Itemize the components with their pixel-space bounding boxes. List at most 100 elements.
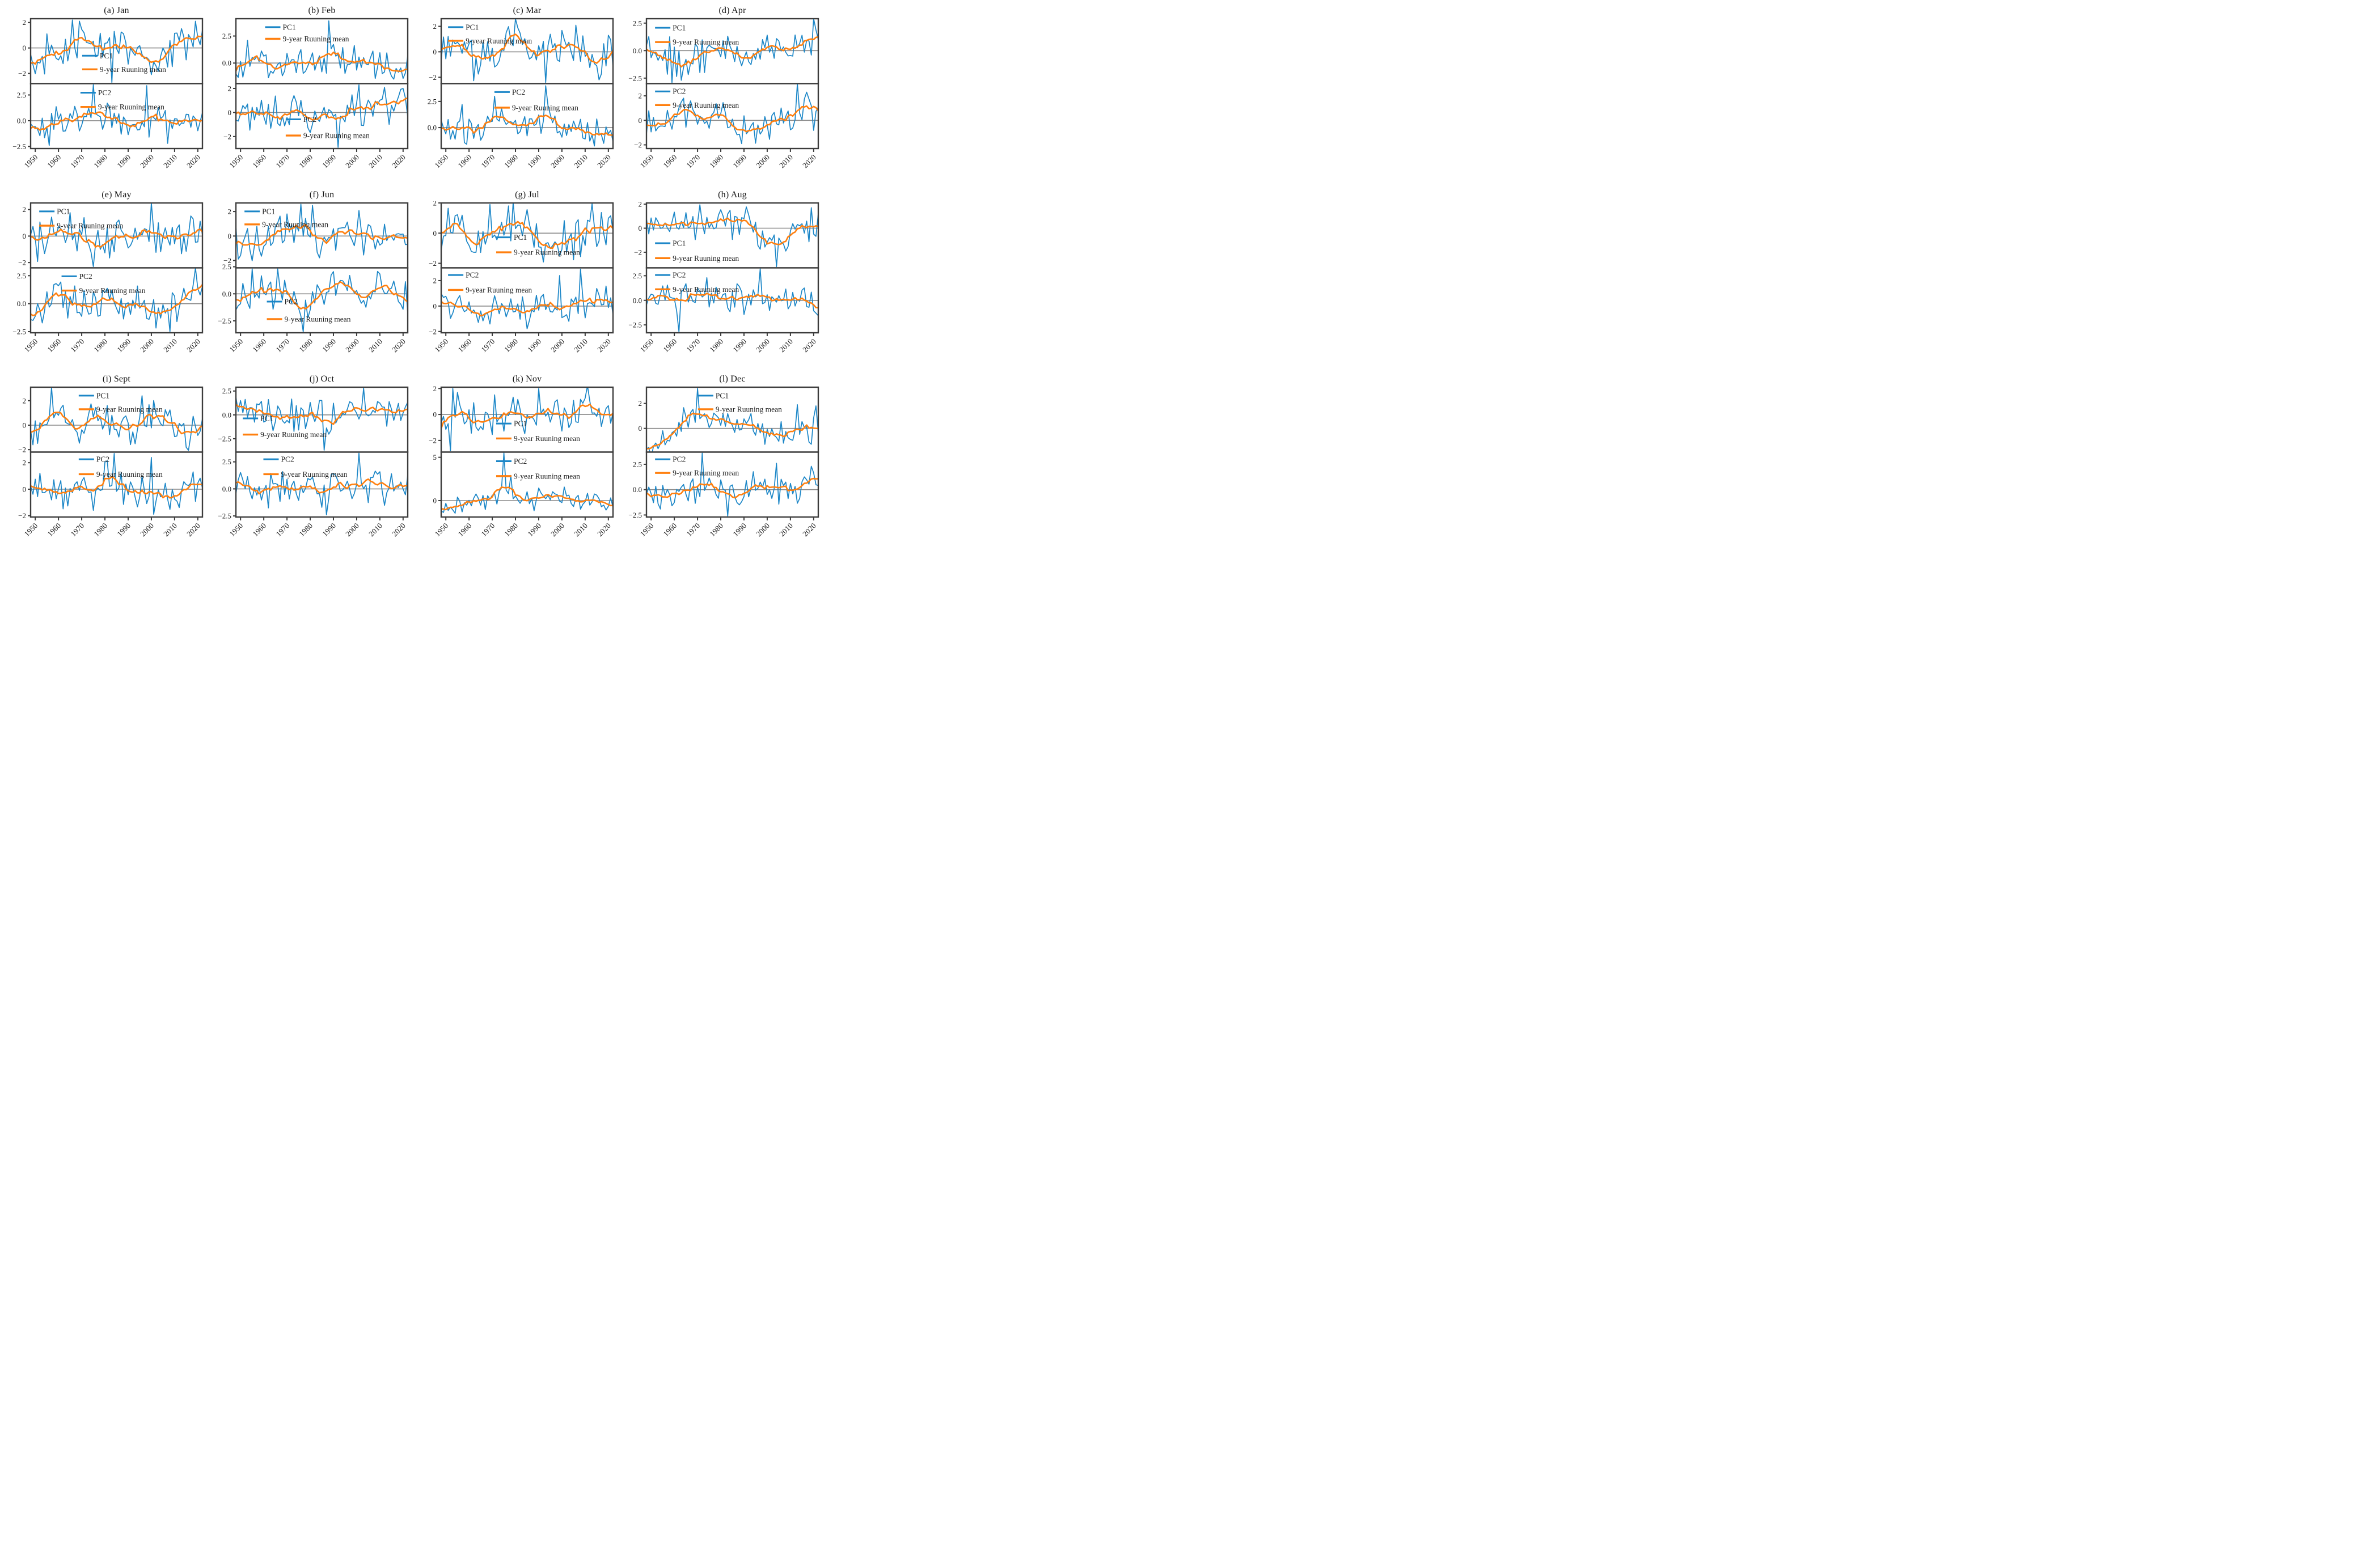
y-tick-label: 2 xyxy=(433,22,437,31)
x-tick-label: 2020 xyxy=(595,521,612,538)
y-tick-label: 0.0 xyxy=(222,410,231,419)
y-tick-label: −2.5 xyxy=(628,321,642,329)
series-pc1 xyxy=(236,204,408,261)
panel-chart: 2.5 0.0 −2.5 PC1 9-year Ruuning mean 2 0 −2 PC2 9… xyxy=(628,18,819,170)
x-tick-label: 1970 xyxy=(480,521,497,538)
legend-label: 9-year Ruuning mean xyxy=(283,35,349,43)
legend-label: PC1 xyxy=(673,24,686,32)
series-running-mean xyxy=(441,486,613,511)
series-running-mean xyxy=(31,228,202,248)
x-tick-label: 1970 xyxy=(480,152,497,170)
series-pc2 xyxy=(646,83,818,145)
x-tick-label: 2000 xyxy=(344,521,361,538)
legend-label: PC1 xyxy=(716,391,729,400)
legend-label: 9-year Ruuning mean xyxy=(96,405,163,413)
y-tick-label: −2 xyxy=(223,132,231,141)
figure-grid: (a) Jan 2 0 −2 PC1 9-year Ruuning mean 2.5 0.0 −… xyxy=(0,0,827,560)
x-tick-label: 2000 xyxy=(344,152,361,170)
series-running-mean xyxy=(646,477,818,499)
subplot-pc2: 2 0 −2 PC2 9-year Ruuning mean 1950 1960 1970 19… xyxy=(18,451,204,538)
x-tick-label: 2000 xyxy=(138,337,155,354)
panel-title: (c) Mar xyxy=(513,6,542,15)
panel-b: (b) Feb 2.5 0.0 PC1 9-year Ruuning mean 2 0 −2 P… xyxy=(212,6,409,185)
y-tick-label: −2.5 xyxy=(218,434,231,443)
series-pc1 xyxy=(236,387,408,451)
y-tick-label: −2 xyxy=(18,511,26,520)
legend-label: 9-year Ruuning mean xyxy=(673,101,739,109)
x-tick-label: 1950 xyxy=(639,521,656,538)
x-tick-label: 1970 xyxy=(685,521,702,538)
legend-label: 9-year Ruuning mean xyxy=(673,469,739,477)
legend-label: 9-year Ruuning mean xyxy=(514,248,580,257)
x-tick-label: 1990 xyxy=(526,152,543,170)
axes-frame xyxy=(645,451,819,518)
x-tick-label: 2020 xyxy=(801,337,818,354)
y-tick-label: 2 xyxy=(433,385,437,393)
y-tick-label: −2 xyxy=(223,256,231,265)
x-tick-label: 1970 xyxy=(480,337,497,354)
y-tick-label: −2.5 xyxy=(628,511,642,519)
x-tick-label: 1950 xyxy=(639,152,656,170)
x-tick-label: 1950 xyxy=(433,521,450,538)
legend-label: 9-year Ruuning mean xyxy=(303,132,370,140)
x-tick-label: 1990 xyxy=(115,521,132,538)
panel-chart: 2 0 −2 PC1 9-year Ruuning mean 2.5 0.0 −2.5 PC2 9… xyxy=(218,202,409,354)
panel-g: (g) Jul 2 0 −2 PC1 9-year Ruuning mean 2 0 −2 PC2… xyxy=(417,190,615,370)
legend-label: PC2 xyxy=(98,88,111,97)
series-pc2 xyxy=(236,268,408,332)
legend-label: PC2 xyxy=(285,298,298,306)
panel-h: (h) Aug 2 0 −2 PC1 9-year Ruuning mean 2.5 0.0 −… xyxy=(623,190,820,370)
x-tick-label: 1960 xyxy=(456,337,474,354)
legend-label: PC1 xyxy=(466,23,479,31)
axes-frame xyxy=(440,83,614,150)
panel-d: (d) Apr 2.5 0.0 −2.5 PC1 9-year Ruuning mean 2… xyxy=(623,6,820,185)
panel-title: (f) Jun xyxy=(309,190,335,200)
x-tick-label: 1980 xyxy=(502,337,519,354)
x-tick-label: 2020 xyxy=(185,152,202,170)
y-tick-label: 2.5 xyxy=(222,457,231,466)
series-pc2 xyxy=(441,268,613,329)
legend-label: 9-year Ruuning mean xyxy=(512,103,578,112)
panel-e: (e) May 2 0 −2 PC1 9-year Ruuning mean 2.5 0.0 −… xyxy=(7,190,204,370)
y-tick-label: 0 xyxy=(433,229,437,238)
series-running-mean xyxy=(31,111,202,131)
subplot-pc2: 2 0 −2 PC2 9-year Ruuning mean 1950 1960 1970 19… xyxy=(429,267,614,354)
panel-f: (f) Jun 2 0 −2 PC1 9-year Ruuning mean 2.5 0.0 −… xyxy=(212,190,409,370)
panel-k: (k) Nov 2 0 −2 PC1 9-year Ruuning mean 5 0 PC2 9-… xyxy=(417,374,615,554)
x-tick-label: 1990 xyxy=(320,152,337,170)
series-pc2 xyxy=(646,452,818,517)
axes-frame xyxy=(29,83,204,150)
x-tick-label: 2020 xyxy=(390,152,407,170)
legend-label: 9-year Ruuning mean xyxy=(57,222,123,230)
panel-j: (j) Oct 2.5 0.0 −2.5 PC1 9-year Ruuning mean 2… xyxy=(212,374,409,554)
y-tick-label: 0 xyxy=(433,302,437,310)
legend-label: PC2 xyxy=(514,457,527,465)
x-tick-label: 1960 xyxy=(251,152,268,170)
subplot-pc2: 2 0 −2 PC2 9-year Ruuning mean 1950 1960 1970 19… xyxy=(634,83,819,170)
legend-label: PC2 xyxy=(281,455,294,464)
series-running-mean xyxy=(441,403,613,429)
legend-label: 9-year Ruuning mean xyxy=(673,38,739,46)
panel-title: (j) Oct xyxy=(309,374,335,384)
axes-frame xyxy=(645,83,819,150)
x-tick-label: 1960 xyxy=(46,521,63,538)
x-tick-label: 1960 xyxy=(456,521,474,538)
subplot-pc2: 2.5 0.0 −2.5 PC2 9-year Ruuning mean 1950 1960… xyxy=(12,267,204,354)
series-pc2 xyxy=(441,85,613,147)
x-tick-label: 1980 xyxy=(708,152,725,170)
y-tick-label: 2 xyxy=(228,84,232,92)
subplot-pc1: 2 0 −2 PC1 9-year Ruuning mean xyxy=(223,202,409,269)
x-tick-label: 2000 xyxy=(138,521,155,538)
x-tick-label: 2020 xyxy=(801,152,818,170)
x-tick-label: 1950 xyxy=(639,337,656,354)
x-tick-label: 1990 xyxy=(115,337,132,354)
x-tick-label: 1980 xyxy=(708,337,725,354)
subplot-pc2: 2.5 0.0 −2.5 PC2 9-year Ruuning mean 1950 1960… xyxy=(12,83,204,170)
y-tick-label: 2.5 xyxy=(633,272,642,280)
panel-c: (c) Mar 2 0 −2 PC1 9-year Ruuning mean 2.5 0.0 P… xyxy=(417,6,615,185)
y-tick-label: 0 xyxy=(23,421,27,429)
panel-title: (i) Sept xyxy=(102,374,131,384)
series-pc2 xyxy=(646,268,818,333)
subplot-pc2: 5 0 PC2 9-year Ruuning mean 1950 1960 1970 1980… xyxy=(433,451,614,538)
x-tick-label: 1950 xyxy=(23,337,40,354)
